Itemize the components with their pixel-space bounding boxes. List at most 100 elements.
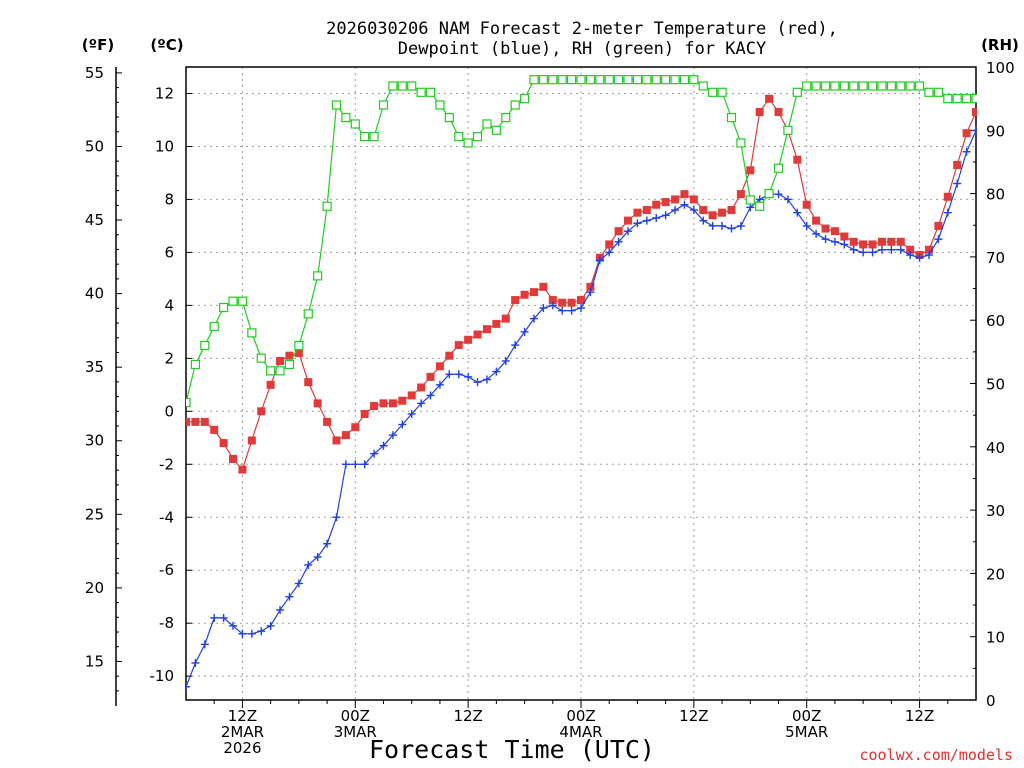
rh-tick-label-9: 10 <box>986 629 1005 647</box>
dewpoint-point-20 <box>370 449 379 458</box>
x-tick-label-1-0: 00Z <box>341 707 370 725</box>
temperature-point-34 <box>501 314 510 323</box>
temperature-point-52 <box>671 195 680 204</box>
rh-point-38 <box>538 75 548 85</box>
temperature-point-83 <box>962 129 971 138</box>
rh-point-3 <box>209 321 219 332</box>
dewpoint-point-47 <box>624 227 633 236</box>
rh-point-39 <box>548 75 558 85</box>
dewpoint-point-54 <box>689 206 698 215</box>
dewpoint-point-65 <box>793 208 802 217</box>
rh-point-62 <box>764 189 774 199</box>
dewpoint-point-27 <box>435 380 444 389</box>
temperature-point-6 <box>238 465 247 474</box>
temperature-point-47 <box>624 216 633 225</box>
x-tick-label-0-2: 2026 <box>223 739 261 757</box>
dewpoint-point-52 <box>671 206 680 215</box>
rh-tick-label-7: 30 <box>986 502 1005 520</box>
temperature-point-50 <box>652 200 661 209</box>
rh-point-18 <box>350 119 360 129</box>
rh-point-20 <box>369 132 379 142</box>
rh-point-73 <box>867 81 878 91</box>
temperature-point-66 <box>802 200 811 209</box>
temperature-point-80 <box>934 221 943 230</box>
f-tick-label-8: 15 <box>85 652 104 670</box>
temperature-point-13 <box>304 378 313 387</box>
c-tick-label-2: 8 <box>164 190 174 208</box>
temperature-point-37 <box>529 288 538 297</box>
dewpoint-point-85 <box>981 113 989 121</box>
temperature-point-61 <box>755 108 764 117</box>
c-tick-label-3: 6 <box>164 243 174 261</box>
dewpoint-point-53 <box>680 200 689 209</box>
dewpoint-point-37 <box>529 314 538 323</box>
rh-tick-label-6: 40 <box>986 439 1005 457</box>
rh-point-83 <box>961 94 972 104</box>
temperature-point-54 <box>689 195 698 204</box>
dewpoint-point-15 <box>323 539 332 548</box>
x-axis-title: Forecast Time (UTC) <box>369 735 655 764</box>
temperature-point-36 <box>520 290 529 299</box>
temperature-point-1 <box>191 417 200 426</box>
temperature-point-39 <box>548 296 557 305</box>
temperature-point-29 <box>454 341 463 350</box>
dewpoint-point-12 <box>294 579 303 588</box>
temperature-point-56 <box>708 211 717 220</box>
dewpoint-point-76 <box>896 245 905 254</box>
rh-point-28 <box>444 113 454 123</box>
rh-tick-label-3: 70 <box>986 249 1005 267</box>
rh-point-58 <box>726 113 737 123</box>
rh-point-8 <box>256 353 266 363</box>
temperature-point-20 <box>370 402 379 411</box>
temperature-point-18 <box>351 423 360 432</box>
rh-point-27 <box>435 100 445 110</box>
rh-tick-label-10: 0 <box>986 692 996 710</box>
dewpoint-point-13 <box>304 560 313 569</box>
dewpoint-point-56 <box>708 221 717 230</box>
dewpoint-point-69 <box>830 237 839 246</box>
dewpoint-point-58 <box>727 224 736 233</box>
rh-point-1 <box>190 359 201 370</box>
temperature-point-28 <box>445 351 454 360</box>
c-tick-label-11: -10 <box>150 667 175 685</box>
dewpoint-point-10 <box>276 605 285 614</box>
x-tick-label-5-0: 00Z <box>792 707 821 725</box>
dewpoint-point-25 <box>417 399 426 408</box>
dewpoint-point-14 <box>313 552 322 561</box>
rh-point-51 <box>661 75 671 85</box>
rh-point-24 <box>407 81 417 91</box>
dewpoint-point-63 <box>774 190 783 199</box>
rh-point-44 <box>595 75 605 85</box>
temperature-point-57 <box>718 208 727 217</box>
dewpoint-point-50 <box>652 213 661 222</box>
temperature-point-74 <box>877 237 886 246</box>
rh-point-4 <box>219 302 229 313</box>
dewpoint-point-6 <box>238 629 247 638</box>
dewpoint-point-4 <box>219 613 228 622</box>
rh-tick-label-4: 60 <box>986 312 1005 330</box>
dewpoint-point-43 <box>586 288 595 297</box>
rh-point-76 <box>896 81 906 91</box>
dewpoint-point-2 <box>200 640 209 649</box>
dewpoint-point-71 <box>849 245 858 254</box>
rh-point-16 <box>331 100 342 110</box>
dewpoint-point-55 <box>699 216 708 225</box>
dewpoint-point-68 <box>821 235 830 244</box>
temperature-point-30 <box>464 335 473 344</box>
temperature-point-81 <box>943 192 952 201</box>
temperature-point-12 <box>294 349 303 358</box>
x-tick-label-6-0: 12Z <box>905 707 934 725</box>
temperature-point-8 <box>257 407 266 416</box>
c-tick-label-1: 10 <box>155 137 174 155</box>
temperature-point-69 <box>830 227 839 236</box>
dewpoint-point-81 <box>943 208 952 217</box>
rh-point-9 <box>266 366 276 376</box>
c-tick-label-5: 2 <box>164 349 174 367</box>
dewpoint-point-24 <box>407 409 416 418</box>
temperature-point-15 <box>323 417 332 426</box>
temperature-point-59 <box>736 190 745 199</box>
temperature-point-71 <box>849 237 858 246</box>
f-tick-label-5: 30 <box>85 432 104 450</box>
temperature-point-14 <box>313 399 322 408</box>
